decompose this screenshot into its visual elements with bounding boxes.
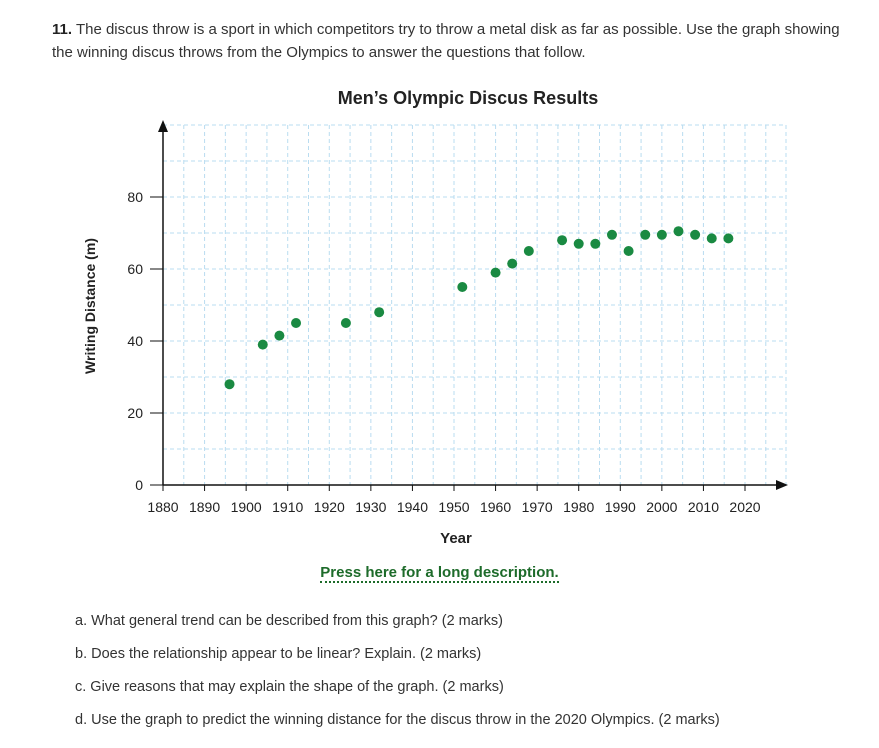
data-point: [690, 229, 701, 240]
data-point: [507, 258, 518, 269]
question-part-c: c. Give reasons that may explain the sha…: [75, 679, 504, 695]
y-tick-label: 80: [127, 189, 143, 205]
data-point: [490, 267, 501, 278]
question-text: 11. The discus throw is a sport in which…: [52, 18, 852, 64]
y-axis-arrow: [158, 120, 168, 132]
data-point: [573, 238, 584, 249]
data-point: [590, 238, 601, 249]
data-point: [606, 229, 617, 240]
x-tick-label: 1980: [563, 499, 594, 515]
chart-title: Men’s Olympic Discus Results: [338, 88, 598, 108]
x-tick-label: 2000: [646, 499, 677, 515]
x-tick-label: 1950: [438, 499, 469, 515]
data-point: [291, 318, 302, 328]
data-point: [457, 282, 468, 292]
x-tick-label: 1970: [522, 499, 553, 515]
long-description-link-wrapper: Press here for a long description.: [0, 564, 879, 583]
data-point: [224, 379, 235, 390]
x-tick-label: 1920: [314, 499, 345, 515]
data-point: [640, 229, 651, 240]
data-point: [257, 339, 268, 350]
x-tick-label: 1990: [605, 499, 636, 515]
axes: [150, 120, 788, 491]
tick-labels: 0 20 40 60 80 1880 1890 1900 1910 1920 1930 1940 195…: [127, 189, 760, 515]
y-tick-label: 40: [127, 333, 143, 349]
x-tick-label: 2020: [729, 499, 760, 515]
data-point: [706, 233, 717, 244]
data-point: [523, 246, 534, 256]
data-point: [723, 233, 734, 244]
question-number: 11.: [52, 21, 73, 38]
long-description-link[interactable]: Press here for a long description.: [320, 564, 559, 583]
x-axis-arrow: [776, 480, 788, 490]
grid-lines: [163, 124, 787, 485]
y-tick-label: 60: [127, 261, 143, 277]
discus-scatter-chart: Men’s Olympic Discus Results 0 20 40 60 80 18…: [82, 88, 788, 547]
x-tick-label: 1880: [147, 499, 178, 515]
question-part-b: b. Does the relationship appear to be li…: [75, 646, 482, 662]
data-point: [374, 307, 385, 318]
data-point: [340, 318, 351, 328]
y-tick-label: 20: [127, 405, 143, 421]
x-tick-label: 1930: [355, 499, 386, 515]
x-tick-label: 1940: [397, 499, 428, 515]
y-tick-label: 0: [135, 477, 143, 493]
x-tick-label: 1960: [480, 499, 511, 515]
question-part-a: a. What general trend can be described f…: [75, 613, 503, 629]
question-body: The discus throw is a sport in which com…: [52, 21, 840, 61]
data-points: [224, 226, 734, 390]
data-point: [656, 229, 667, 240]
y-axis-label: Writing Distance (m): [82, 238, 98, 374]
data-point: [623, 246, 634, 256]
data-point: [673, 226, 684, 237]
data-point: [274, 330, 285, 341]
question-part-d: d. Use the graph to predict the winning …: [75, 712, 720, 728]
x-tick-label: 1890: [189, 499, 220, 515]
x-tick-label: 1910: [272, 499, 303, 515]
x-tick-label: 1900: [231, 499, 262, 515]
question-parts: a. What general trend can be described f…: [75, 610, 720, 742]
data-point: [557, 235, 568, 246]
x-tick-label: 2010: [688, 499, 719, 515]
x-axis-label: Year: [440, 530, 472, 547]
